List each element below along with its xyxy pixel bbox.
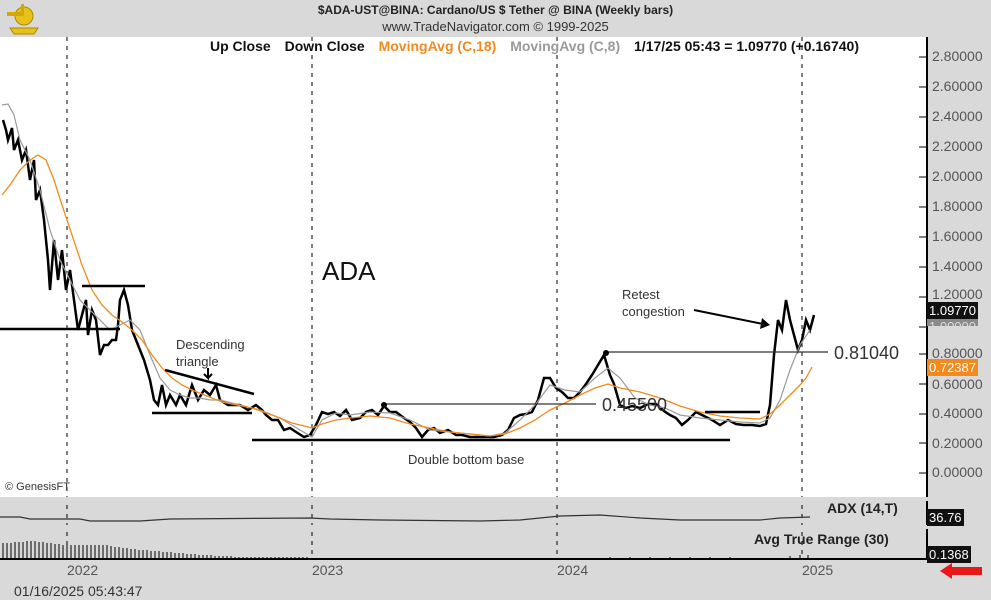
level-lines (384, 351, 828, 405)
y-tick: 0.80000 (932, 345, 983, 361)
legend-up-close: Up Close (210, 38, 271, 54)
y-tick: 0.20000 (932, 435, 983, 451)
ma8-value-tag: 1.00000 (927, 318, 978, 326)
desc-triangle-label-1: Descending (176, 337, 245, 352)
y-tick: 2.00000 (932, 168, 983, 184)
ma18-line (1, 154, 813, 437)
data-credit: © GenesisFT (5, 481, 70, 493)
price-bars (1, 119, 816, 440)
price-plot[interactable] (0, 37, 928, 497)
y-tick: 2.40000 (932, 108, 983, 124)
atr-bars (2, 541, 809, 559)
x-tick-2024: 2024 (557, 562, 589, 578)
x-tick-2022: 2022 (67, 562, 99, 578)
legend-down-close: Down Close (284, 38, 365, 54)
chart-header: $ADA-UST@BINA: Cardano/US $ Tether @ BIN… (0, 0, 991, 37)
y-tick: 2.80000 (932, 48, 983, 64)
chart-legend: Up Close Down Close MovingAvg (C,18) Mov… (210, 38, 869, 54)
y-tick: 0.00000 (932, 464, 983, 480)
adx-value-tag: 36.76 (927, 509, 964, 526)
y-tick: 2.60000 (932, 78, 983, 94)
y-tick: 2.20000 (932, 138, 983, 154)
adx-label: ADX (14,T) (827, 500, 898, 516)
y-ticks (919, 56, 927, 474)
sextant-icon (7, 4, 39, 35)
timestamp: 01/16/2025 05:43:47 (14, 583, 143, 599)
x-tick-2025: 2025 (802, 562, 834, 578)
level-label-high: 0.81040 (834, 343, 900, 363)
level-label-mid: 0.45500 (602, 395, 668, 415)
y-tick: 1.40000 (932, 258, 983, 274)
pane-separator[interactable] (0, 497, 928, 501)
atr-label: Avg True Range (30) (754, 531, 889, 547)
chart-subtitle: www.TradeNavigator.com © 1999-2025 (382, 19, 609, 34)
double-bottom-label: Double bottom base (408, 452, 525, 467)
x-tick-2023: 2023 (312, 562, 344, 578)
chart-title: $ADA-UST@BINA: Cardano/US $ Tether @ BIN… (317, 3, 674, 17)
legend-ma18: MovingAvg (C,18) (378, 38, 497, 54)
legend-ma8: MovingAvg (C,8) (510, 38, 621, 54)
scroll-to-end-arrow-icon[interactable] (940, 563, 982, 579)
retest-label-2: congestion (622, 304, 685, 319)
adx-line (0, 514, 811, 522)
y-tick: 1.60000 (932, 228, 983, 244)
y-tick: 1.20000 (932, 286, 983, 302)
y-tick: 0.40000 (932, 405, 983, 421)
desc-triangle-label-2: triangle (176, 354, 219, 369)
ma8-line (1, 103, 811, 438)
legend-last-value: 1/17/25 05:43 = 1.09770 (+0.16740) (634, 38, 859, 54)
ticker-annotation: ADA (322, 256, 376, 286)
pane-separator[interactable] (0, 525, 928, 529)
y-tick: 1.80000 (932, 198, 983, 214)
year-gridlines (66, 37, 803, 559)
ma18-value-tag: 0.72387 (927, 359, 978, 376)
pattern-lines (0, 284, 760, 442)
retest-label-1: Retest (622, 287, 660, 302)
last-price-tag: 1.09770 (927, 302, 978, 319)
y-tick: 0.60000 (932, 376, 983, 392)
atr-value-tag: 0.1368 (927, 546, 971, 563)
